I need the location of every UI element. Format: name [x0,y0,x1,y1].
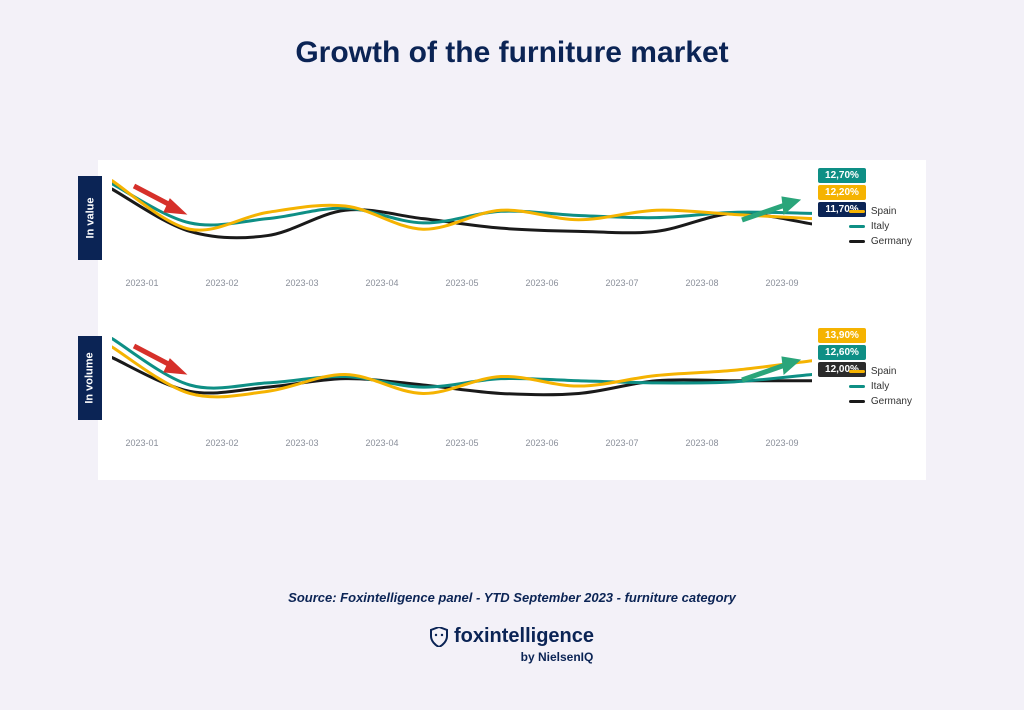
legend-item-italy: Italy [849,381,912,392]
line-chart-value [112,168,812,263]
x-tick: 2023-09 [752,278,812,298]
x-tick: 2023-07 [592,278,652,298]
legend-swatch-germany [849,400,865,403]
legend-item-italy: Italy [849,221,912,232]
x-tick: 2023-03 [272,278,332,298]
legend-swatch-italy [849,385,865,388]
x-tick: 2023-06 [512,278,572,298]
x-tick: 2023-08 [672,438,732,458]
badge-spain: 12,20% [818,185,866,200]
fox-shield-icon [430,627,448,647]
badge-spain: 13,90% [818,328,866,343]
x-tick: 2023-04 [352,278,412,298]
x-tick: 2023-01 [112,278,172,298]
brand-logo: foxintelligence by NielsenIQ [0,625,1024,664]
x-tick: 2023-05 [432,438,492,458]
x-axis: 2023-01 2023-02 2023-03 2023-04 2023-05 … [112,278,812,298]
legend-label: Germany [871,396,912,407]
up-arrow-icon [738,356,802,386]
legend-label: Germany [871,236,912,247]
x-tick: 2023-02 [192,278,252,298]
legend-item-germany: Germany [849,236,912,247]
legend-label: Italy [871,381,889,392]
brand-byline: by NielsenIQ [0,650,1024,664]
brand-name: foxintelligence [454,625,594,648]
down-arrow-icon [130,342,190,378]
chart-panel-volume: In volume 13,90% 12,60% 12,00% Spain [98,320,926,480]
x-tick: 2023-04 [352,438,412,458]
x-tick: 2023-09 [752,438,812,458]
chart-panel-value: In value 12,70% 12,20% 11,70% Spain [98,160,926,320]
legend-label: Spain [871,366,897,377]
page-title: Growth of the furniture market [0,0,1024,70]
x-tick: 2023-03 [272,438,332,458]
x-axis: 2023-01 2023-02 2023-03 2023-04 2023-05 … [112,438,812,458]
chart-container: In value 12,70% 12,20% 11,70% Spain [98,160,926,480]
legend-item-spain: Spain [849,366,912,377]
line-chart-volume [112,328,812,423]
legend: Spain Italy Germany [849,206,912,251]
legend-item-germany: Germany [849,396,912,407]
badge-italy: 12,70% [818,168,866,183]
y-axis-label: In value [84,198,96,239]
source-caption: Source: Foxintelligence panel - YTD Sept… [0,590,1024,605]
legend-item-spain: Spain [849,206,912,217]
legend-label: Spain [871,206,897,217]
x-tick: 2023-08 [672,278,732,298]
legend-swatch-italy [849,225,865,228]
x-tick: 2023-06 [512,438,572,458]
legend-swatch-spain [849,210,865,213]
down-arrow-icon [130,182,190,218]
y-axis-label-box: In value [78,176,102,260]
up-arrow-icon [738,196,802,226]
badge-italy: 12,60% [818,345,866,360]
x-tick: 2023-07 [592,438,652,458]
y-axis-label-box: In volume [78,336,102,420]
legend-label: Italy [871,221,889,232]
legend-swatch-spain [849,370,865,373]
y-axis-label: In volume [84,352,96,403]
legend: Spain Italy Germany [849,366,912,411]
x-tick: 2023-01 [112,438,172,458]
x-tick: 2023-05 [432,278,492,298]
legend-swatch-germany [849,240,865,243]
x-tick: 2023-02 [192,438,252,458]
